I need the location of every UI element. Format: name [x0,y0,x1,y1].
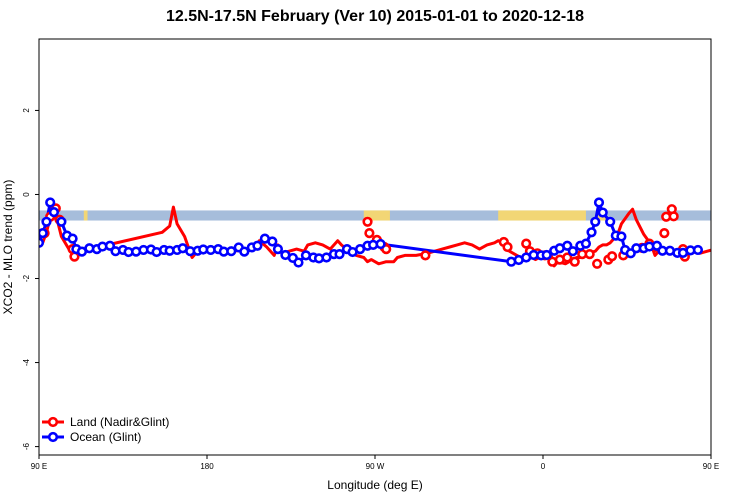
x-axis-label: Longitude (deg E) [327,478,422,492]
land-point-6 [362,216,373,227]
y-tick-label-4: -6 [22,442,31,450]
legend-item-land: Land (Nadir&Glint) [42,415,169,429]
land-band-2 [498,210,586,221]
ocean-point-35 [252,240,263,251]
ocean-point-72 [616,231,627,242]
chart-title: 12.5N-17.5N February (Ver 10) 2015-01-01… [165,8,584,25]
ocean-point-65 [580,238,592,249]
ocean-point-47 [334,249,345,260]
land-point-26 [606,251,618,262]
series-markers [39,197,704,269]
land-point-13 [502,241,513,253]
ocean-point-66 [586,227,597,238]
ocean-point-59 [541,249,552,261]
land-point-34 [668,211,679,222]
land-band-0 [83,210,88,221]
land-point-14 [521,238,532,249]
x-tick-label-4: 90 E [703,462,719,471]
ocean-point-3 [45,197,56,208]
ocean-point-38 [272,244,284,255]
legend-ocean-label: Ocean (Glint) [70,430,141,444]
land-point-23 [584,249,595,260]
x-tick-label-3: 0 [541,462,546,471]
ocean-point-2 [41,216,52,227]
legend-land-label: Land (Nadir&Glint) [70,415,169,429]
y-axis: 2 0 -2 -4 -6 [22,108,39,450]
ocean-point-63 [567,246,578,257]
land-point-24 [592,258,603,269]
ocean-point-69 [597,207,608,218]
land-point-20 [562,252,573,263]
ocean-point-70 [605,216,616,227]
ocean-point-37 [267,236,278,247]
ocean-point-7 [67,233,78,244]
land-band-1 [363,210,390,221]
y-tick-label-1: 0 [22,192,31,197]
x-tick-label-0: 90 E [31,462,47,471]
ocean-point-67 [590,216,601,227]
y-tick-label-3: -4 [22,358,31,366]
ocean-point-68 [593,197,605,208]
land-point-31 [659,228,670,239]
y-tick-label-0: 2 [22,108,31,113]
ocean-point-33 [239,246,250,257]
ocean-point-1 [39,228,48,239]
ocean-point-5 [56,216,67,227]
ocean-point-84 [692,244,704,256]
ocean-point-13 [104,240,116,251]
legend: Land (Nadir&Glint) Ocean (Glint) [42,415,169,444]
land-point-11 [420,250,431,261]
x-axis: 90 E 180 90 W 0 90 E [31,455,719,471]
legend-item-ocean: Ocean (Glint) [42,430,141,444]
ocean-point-31 [226,246,237,257]
y-tick-label-2: -2 [22,274,31,282]
y-axis-label: XCO2 - MLO trend (ppm) [1,180,15,315]
land-point-7 [364,228,375,239]
land-point-21 [569,256,580,267]
x-tick-label-1: 180 [200,462,214,471]
ocean-point-4 [48,207,60,218]
ocean-point-41 [293,257,304,268]
legend-ocean-marker [47,431,59,443]
legend-land-marker [47,416,59,428]
ocean-point-53 [375,238,386,250]
ocean-point-62 [562,240,573,251]
x-tick-label-2: 90 W [366,462,385,471]
